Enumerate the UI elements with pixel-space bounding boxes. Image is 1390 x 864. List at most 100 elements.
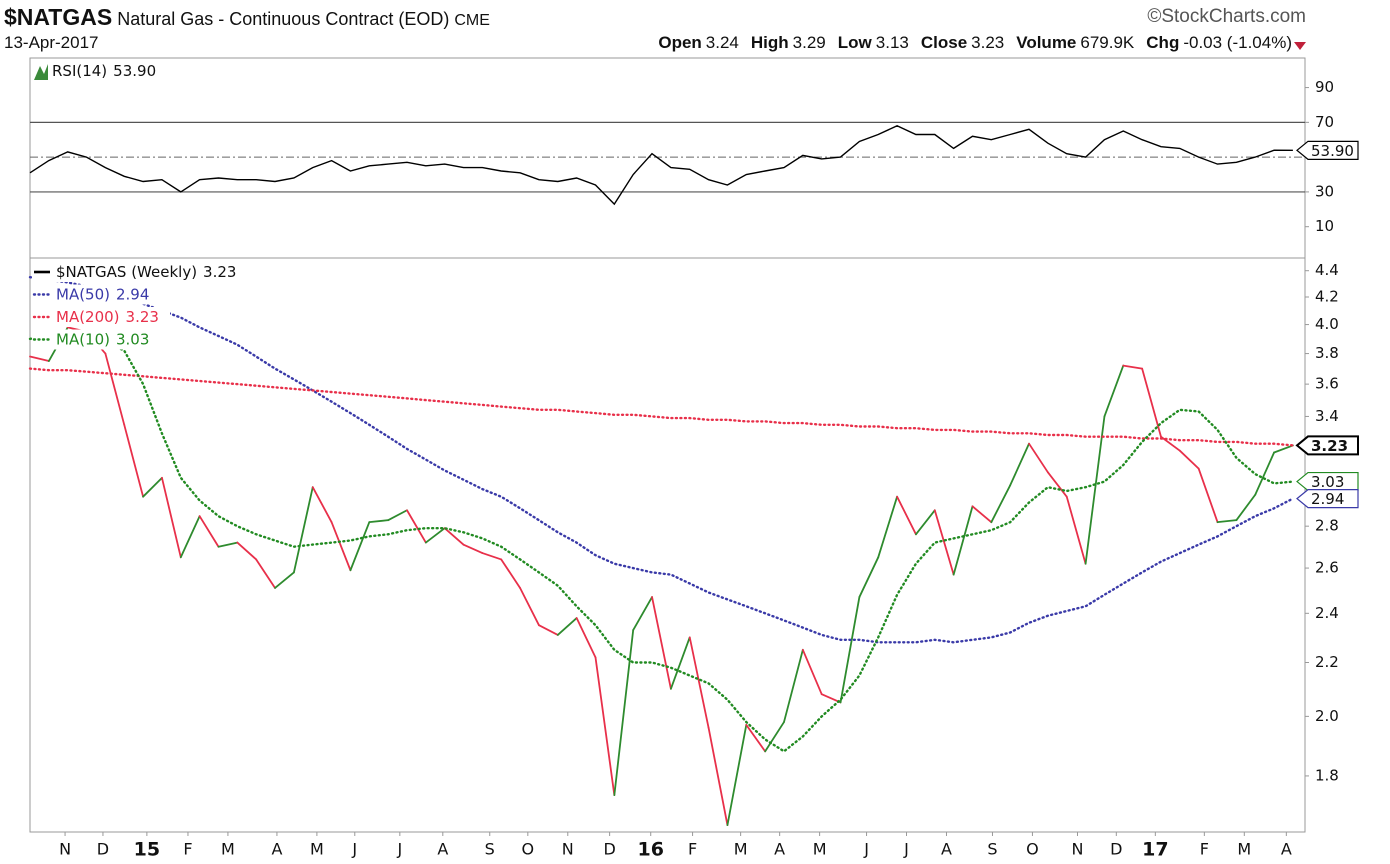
value-tag — [1295, 435, 1359, 456]
legend-background — [32, 329, 170, 350]
title-row: $NATGAS Natural Gas - Continuous Contrac… — [4, 4, 490, 31]
price-segment — [896, 495, 917, 536]
x-tick-label: F — [183, 840, 192, 859]
legend-background — [32, 284, 170, 305]
x-tick-label: J — [863, 840, 869, 859]
quote-label: Chg — [1146, 33, 1180, 52]
y-tick-label: 2.8 — [1315, 517, 1339, 535]
price-segment — [1084, 415, 1106, 565]
price-segment — [1160, 435, 1181, 452]
x-tick-label: D — [97, 840, 109, 859]
quote-value: 3.23 — [971, 33, 1005, 52]
price-segment — [368, 519, 390, 524]
y-tick-label: 2.4 — [1315, 604, 1339, 622]
price-segment — [745, 724, 767, 753]
y-tick-label: 2.0 — [1315, 707, 1339, 725]
price-segment — [688, 636, 710, 729]
price-segment — [142, 476, 163, 498]
quote-value: 3.13 — [875, 33, 909, 52]
price-segment — [933, 509, 955, 576]
y-tick-label: 30 — [1315, 182, 1334, 200]
price-segment — [179, 515, 201, 559]
price-segment — [123, 423, 144, 498]
x-tick-label: 16 — [637, 839, 663, 861]
price-segment — [915, 509, 936, 536]
x-tick-label: S — [485, 840, 495, 859]
price-segment — [839, 596, 861, 704]
value-tag-label: 3.23 — [1311, 437, 1348, 455]
price-segment — [726, 724, 748, 827]
price-segment — [613, 629, 635, 796]
price-segment — [990, 484, 1012, 524]
y-tick-label: 90 — [1315, 78, 1334, 96]
price-segment — [462, 543, 484, 554]
x-tick-label: N — [1071, 840, 1083, 859]
legend-entry: MA(50) 2.94 — [56, 285, 149, 303]
panel-frame — [29, 257, 1306, 833]
legend-background — [32, 262, 330, 282]
y-tick-label: 3.4 — [1315, 407, 1339, 425]
price-segment — [971, 505, 993, 524]
x-tick-label: D — [603, 840, 615, 859]
price-segment — [1122, 364, 1144, 370]
price-segment — [29, 355, 50, 362]
price-segment — [651, 596, 672, 690]
x-tick-label: N — [562, 840, 574, 859]
legend-entry: MA(10) 3.03 — [56, 330, 149, 348]
price-segment — [858, 556, 880, 598]
price-segment — [292, 486, 314, 574]
price-segment — [1216, 519, 1238, 524]
moving-average-line — [28, 367, 1295, 447]
x-tick-label: M — [1237, 840, 1251, 859]
value-tag-label: 2.94 — [1311, 490, 1344, 508]
value-tag — [1296, 471, 1359, 492]
x-tick-label: A — [941, 840, 952, 859]
date: 13-Apr-2017 — [4, 33, 99, 52]
indicator-line — [29, 125, 1293, 206]
price-segment — [556, 617, 578, 636]
price-segment — [801, 648, 823, 696]
moving-average-line — [28, 330, 1295, 753]
x-tick-label: A — [271, 840, 282, 859]
source: ©StockCharts.com — [1147, 6, 1306, 27]
price-segment — [1254, 451, 1275, 496]
x-tick-label: M — [310, 840, 324, 859]
y-tick-label: 2.2 — [1315, 653, 1339, 671]
legend-value: 3.23 — [126, 308, 159, 326]
price-segment — [1178, 449, 1200, 470]
x-tick-label: S — [987, 840, 997, 859]
value-tag-label: 53.90 — [1311, 142, 1354, 160]
x-tick-label: F — [1200, 840, 1209, 859]
quote-label: Low — [837, 33, 872, 52]
indicator-icon — [34, 64, 48, 80]
y-tick-label: 4.4 — [1315, 261, 1339, 279]
price-segment — [500, 558, 521, 589]
y-tick-label: 3.6 — [1315, 375, 1339, 393]
value-tag — [1296, 140, 1359, 160]
quote-row: Open 3.24 High 3.29 Low 3.13 Close 3.23 Volume 67… — [646, 33, 1292, 53]
x-tick-label: M — [734, 840, 748, 859]
y-tick-label: 3.8 — [1315, 344, 1339, 362]
price-segment — [443, 527, 465, 546]
x-tick-label: O — [1026, 840, 1039, 859]
x-tick-label: M — [813, 840, 827, 859]
legend-name: MA(200) — [56, 308, 120, 326]
price-segment — [594, 656, 616, 796]
x-tick-label: F — [688, 840, 697, 859]
price-segment — [311, 486, 333, 524]
price-segment — [1103, 364, 1125, 418]
price-segment — [952, 505, 974, 576]
x-tick-label: 17 — [1142, 839, 1168, 861]
exchange: CME — [454, 12, 490, 29]
x-tick-label: J — [903, 840, 909, 859]
price-segment — [538, 624, 559, 636]
price-segment — [764, 721, 785, 753]
y-tick-label: 70 — [1315, 113, 1334, 131]
price-segment — [387, 509, 408, 522]
change-arrow — [1294, 42, 1306, 50]
price-segment — [236, 541, 258, 561]
x-tick-label: J — [396, 840, 402, 859]
price-segment — [1009, 442, 1030, 487]
